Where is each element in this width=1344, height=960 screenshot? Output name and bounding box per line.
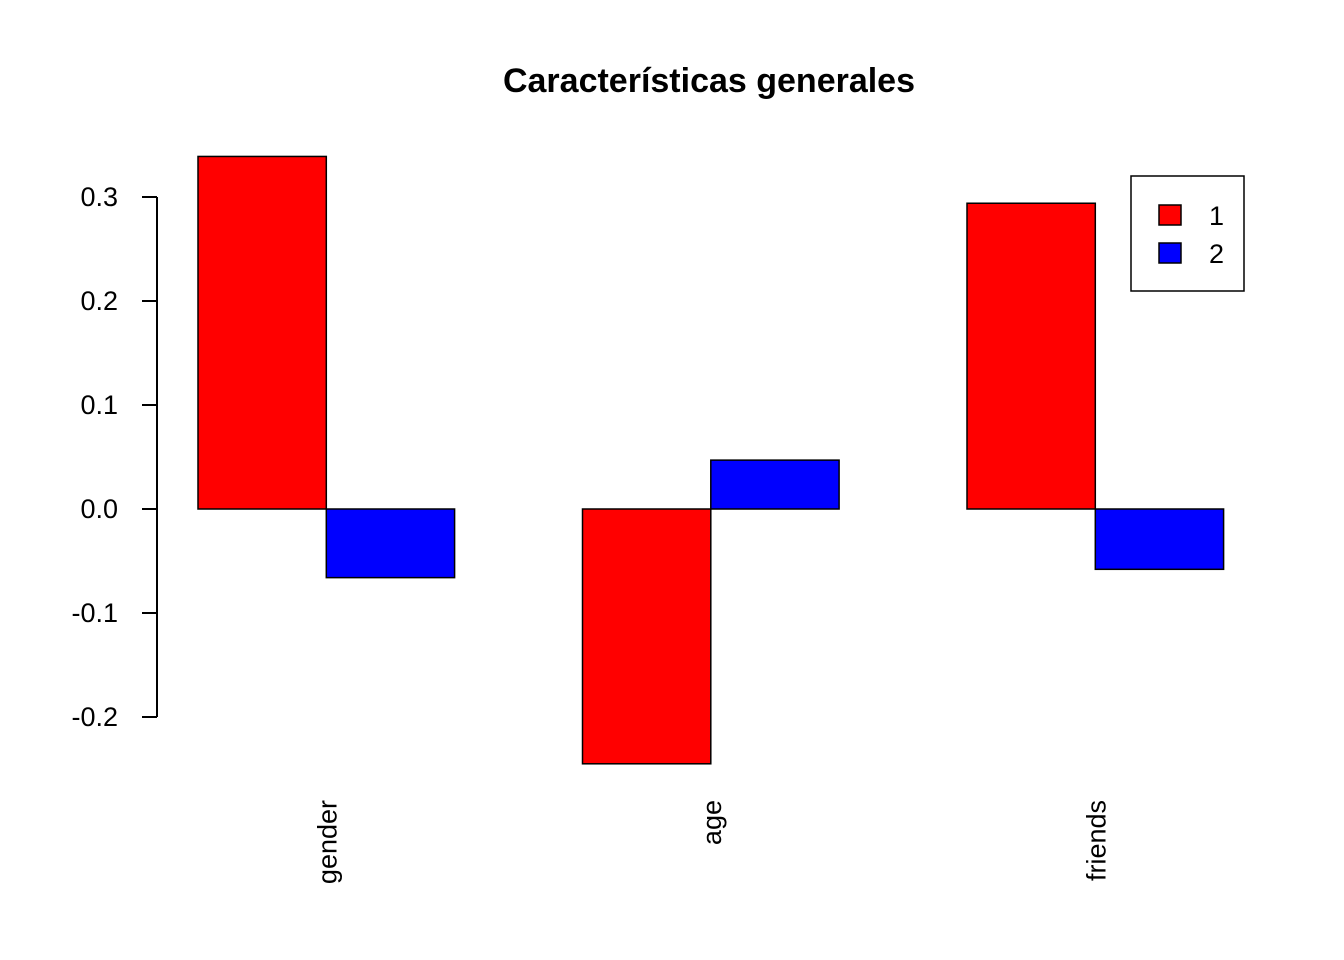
category-labels: gender age friends <box>312 800 1111 884</box>
legend-swatch-1 <box>1158 204 1182 226</box>
legend-swatch-2 <box>1158 242 1182 264</box>
bar-friends-series-2 <box>1094 508 1225 571</box>
bar-friends-series-1 <box>966 202 1097 510</box>
legend-label-1: 1 <box>1209 201 1224 231</box>
bar-gender-series-2 <box>325 508 456 579</box>
y-tick-label: 0.1 <box>80 390 118 420</box>
legend: 12 <box>1130 175 1245 292</box>
y-tick-label: 0.3 <box>80 182 118 212</box>
y-tick-label: -0.1 <box>71 598 118 628</box>
legend-label-2: 2 <box>1209 239 1224 269</box>
y-axis: -0.2 -0.1 0.0 0.1 0.2 0.3 <box>71 182 158 732</box>
legend-box <box>1130 175 1245 292</box>
bar-age-series-2 <box>710 459 840 510</box>
bar-gender-series-1 <box>197 155 328 510</box>
bar-age-series-1 <box>581 508 712 765</box>
category-label-friends: friends <box>1081 800 1111 881</box>
chart-title: Características generales <box>503 62 915 100</box>
y-tick-label: -0.2 <box>71 702 118 732</box>
y-tick-label: 0.2 <box>80 286 118 316</box>
y-tick-label: 0.0 <box>80 494 118 524</box>
bars <box>197 155 1225 765</box>
category-label-age: age <box>697 800 727 845</box>
category-label-gender: gender <box>312 800 342 884</box>
